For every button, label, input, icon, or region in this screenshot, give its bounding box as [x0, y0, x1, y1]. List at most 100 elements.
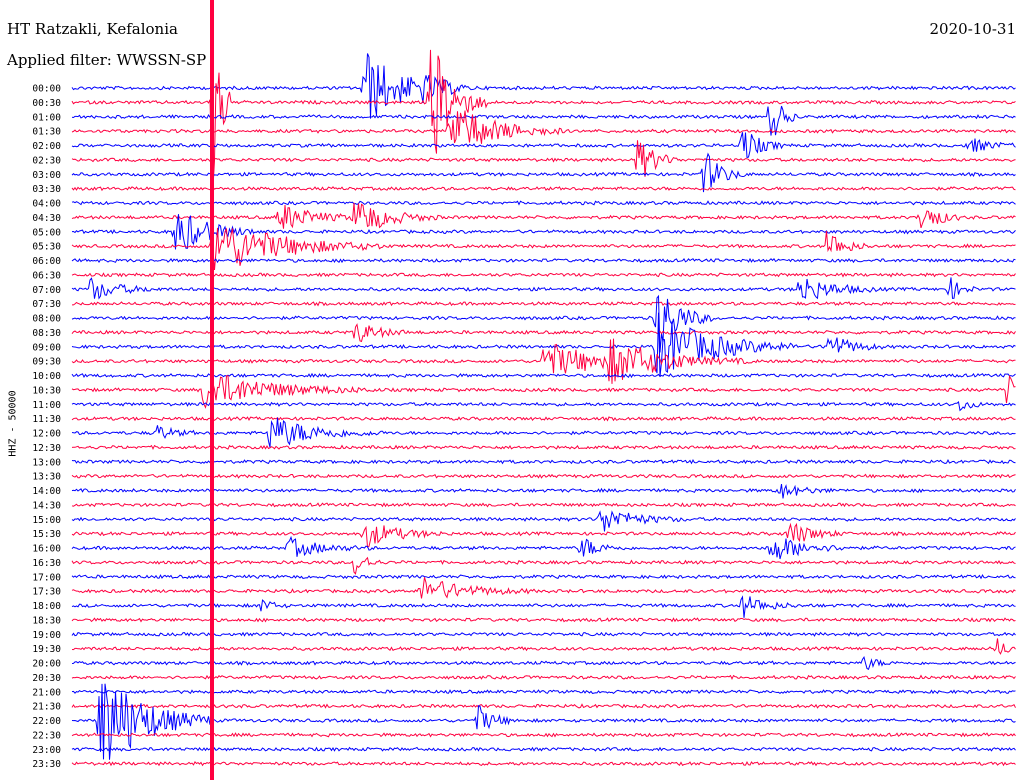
- row-time-label: 19:00: [32, 630, 61, 641]
- row-time-label: 10:00: [32, 371, 61, 382]
- trace-line: [71, 638, 1016, 655]
- trace-line: [71, 484, 1016, 499]
- row-time-label: 00:00: [32, 84, 61, 95]
- trace-line: [71, 746, 1016, 752]
- trace-line: [71, 49, 1016, 188]
- row-time-label: 07:30: [32, 299, 61, 310]
- trace-line: [71, 257, 1016, 264]
- row-time-label: 21:00: [32, 687, 61, 698]
- row-time-label: 11:00: [32, 400, 61, 411]
- trace-line: [71, 577, 1016, 599]
- row-time-label: 04:30: [32, 213, 61, 224]
- row-time-label: 16:30: [32, 558, 61, 569]
- row-time-label: 13:00: [32, 457, 61, 468]
- row-time-label: 01:00: [32, 112, 61, 123]
- trace-line: [71, 277, 1016, 300]
- trace-line: [72, 301, 1016, 307]
- row-time-label: 23:00: [32, 745, 61, 756]
- row-time-label: 10:30: [32, 385, 61, 396]
- row-time-label: 15:30: [32, 529, 61, 540]
- trace-line: [71, 683, 1016, 760]
- trace-line: [71, 272, 1016, 278]
- row-time-label: 12:00: [32, 429, 61, 440]
- trace-line: [71, 202, 1016, 229]
- row-time-label: 00:30: [32, 98, 61, 109]
- row-time-label: 01:30: [32, 127, 61, 138]
- trace-line: [71, 323, 1016, 343]
- trace-line: [71, 444, 1016, 450]
- trace-line: [71, 732, 1016, 738]
- station-title: HT Ratzakli, Kefalonia: [7, 20, 178, 38]
- trace-line: [71, 214, 1016, 250]
- row-time-label: 02:30: [32, 155, 61, 166]
- row-time-label: 09:00: [32, 342, 61, 353]
- row-time-label: 14:30: [32, 500, 61, 511]
- row-time-label: 05:00: [32, 227, 61, 238]
- row-time-label: 14:00: [32, 486, 61, 497]
- trace-line: [71, 338, 1016, 384]
- row-time-label: 20:30: [32, 673, 61, 684]
- row-time-label: 22:00: [32, 716, 61, 727]
- trace-line: [71, 595, 1016, 618]
- row-time-label: 09:30: [32, 357, 61, 368]
- row-time-label: 23:30: [32, 759, 61, 770]
- row-time-label: 08:30: [32, 328, 61, 339]
- trace-line: [71, 674, 1016, 680]
- trace-line: [71, 374, 1016, 409]
- trace-line: [71, 617, 1016, 623]
- row-time-label: 17:00: [32, 572, 61, 583]
- trace-line: [71, 400, 1016, 412]
- y-axis-label: HHZ - 50000: [7, 390, 19, 457]
- row-time-label: 22:30: [32, 730, 61, 741]
- row-time-label: 05:30: [32, 242, 61, 253]
- row-time-label: 18:30: [32, 615, 61, 626]
- row-time-label: 18:00: [32, 601, 61, 612]
- trace-line: [71, 140, 1016, 177]
- row-time-label: 08:00: [32, 314, 61, 325]
- row-time-label: 07:00: [32, 285, 61, 296]
- trace-line: [71, 372, 1016, 379]
- row-time-label: 12:30: [32, 443, 61, 454]
- trace-line: [71, 294, 1016, 353]
- trace-line: [71, 556, 1016, 575]
- trace-line: [71, 105, 1016, 136]
- trace-line: [71, 502, 1016, 508]
- row-time-label: 06:00: [32, 256, 61, 267]
- row-time-label: 04:00: [32, 199, 61, 210]
- trace-line: [71, 522, 1016, 548]
- trace-line: [71, 535, 1016, 560]
- trace-line: [71, 416, 1016, 422]
- trace-line: [71, 132, 1016, 159]
- trace-line: [71, 689, 1016, 695]
- trace-line: [71, 458, 1016, 465]
- trace-line: [71, 186, 1016, 192]
- trace-line: [71, 761, 1016, 767]
- trace-line: [71, 473, 1016, 479]
- trace-line: [71, 110, 1016, 144]
- row-time-label: 21:30: [32, 702, 61, 713]
- row-time-label: 13:30: [32, 472, 61, 483]
- row-time-label: 03:30: [32, 184, 61, 195]
- row-time-label: 02:00: [32, 141, 61, 152]
- trace-line: [71, 703, 1016, 709]
- row-time-label: 06:30: [32, 270, 61, 281]
- row-time-label: 15:00: [32, 515, 61, 526]
- row-time-label: 11:30: [32, 414, 61, 425]
- trace-line: [71, 53, 1016, 119]
- trace-line: [71, 574, 1016, 580]
- trace-line: [71, 227, 1016, 271]
- trace-line: [71, 656, 1016, 671]
- row-time-label: 19:30: [32, 644, 61, 655]
- row-time-label: 03:00: [32, 170, 61, 181]
- trace-line: [71, 200, 1016, 206]
- filter-label: Applied filter: WWSSN-SP: [7, 51, 207, 69]
- date-label: 2020-10-31: [929, 20, 1016, 38]
- trace-line: [71, 417, 1016, 448]
- trace-line: [71, 312, 1016, 377]
- row-time-label: 20:00: [32, 659, 61, 670]
- row-time-label: 16:00: [32, 544, 61, 555]
- row-time-label: 17:30: [32, 587, 61, 598]
- trace-line: [71, 152, 1016, 193]
